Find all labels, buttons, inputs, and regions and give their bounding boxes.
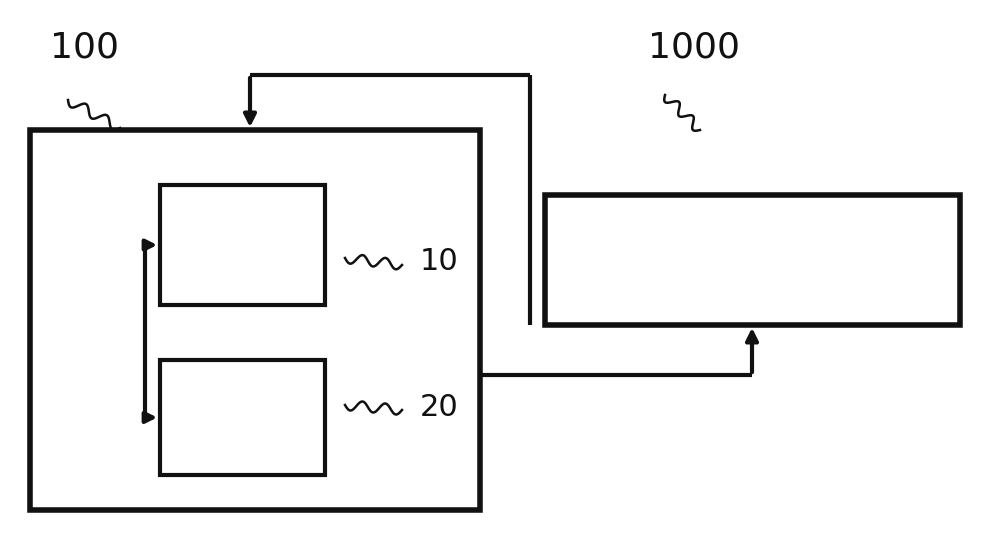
Bar — [545, 195, 960, 325]
Bar — [160, 360, 325, 475]
Text: 1000: 1000 — [648, 30, 740, 64]
Bar — [30, 130, 480, 510]
Text: 10: 10 — [420, 247, 459, 276]
Text: 100: 100 — [50, 30, 119, 64]
Bar — [160, 185, 325, 305]
Text: 20: 20 — [420, 394, 459, 422]
